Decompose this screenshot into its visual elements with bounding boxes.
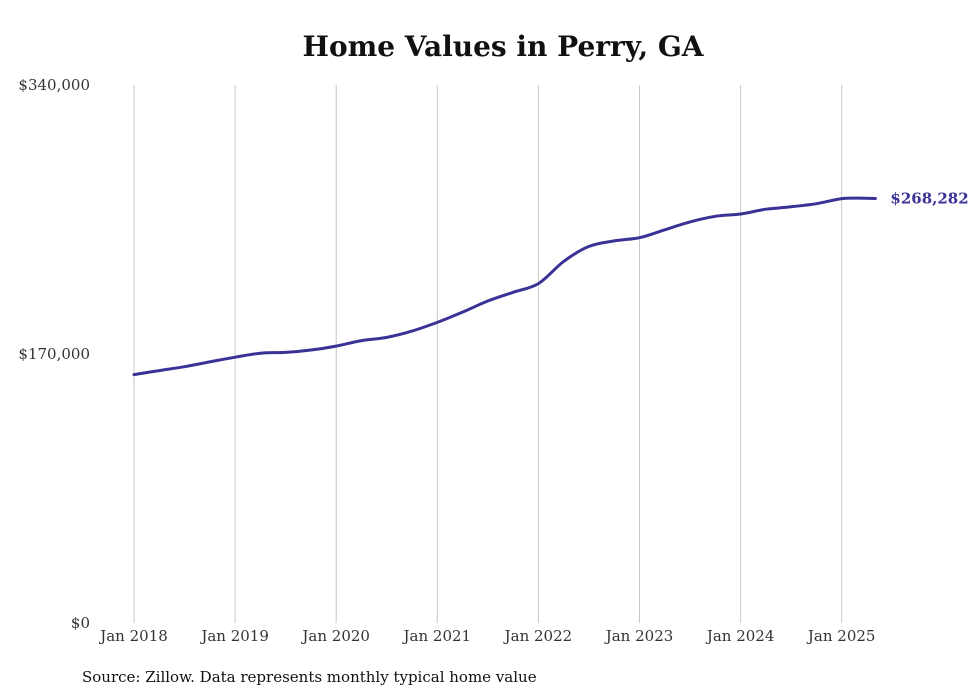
x-tick-label: Jan 2022 xyxy=(503,627,573,645)
gridlines xyxy=(133,85,843,623)
y-tick-label: $170,000 xyxy=(18,345,90,363)
x-tick-label: Jan 2021 xyxy=(402,627,472,645)
x-tick-label: Jan 2018 xyxy=(98,627,168,645)
x-tick-label: Jan 2020 xyxy=(300,627,370,645)
end-value-label: $268,282 xyxy=(890,189,968,207)
y-tick-label: $0 xyxy=(71,614,90,632)
x-tick-label: Jan 2023 xyxy=(604,627,674,645)
x-tick-label: Jan 2019 xyxy=(199,627,269,645)
end-value-label-group: $268,282 xyxy=(890,189,968,207)
y-axis-labels: $0 $170,000 $340,000 xyxy=(18,76,90,632)
source-note: Source: Zillow. Data represents monthly … xyxy=(82,668,537,686)
y-tick-label: $340,000 xyxy=(18,76,90,94)
x-tick-label: Jan 2025 xyxy=(806,627,876,645)
series-line xyxy=(132,196,877,377)
x-axis-labels: Jan 2018 Jan 2019 Jan 2020 Jan 2021 Jan 2022… xyxy=(98,627,875,645)
chart-title: Home Values in Perry, GA xyxy=(302,30,704,63)
x-tick-label: Jan 2024 xyxy=(705,627,775,645)
series-group xyxy=(132,196,877,377)
